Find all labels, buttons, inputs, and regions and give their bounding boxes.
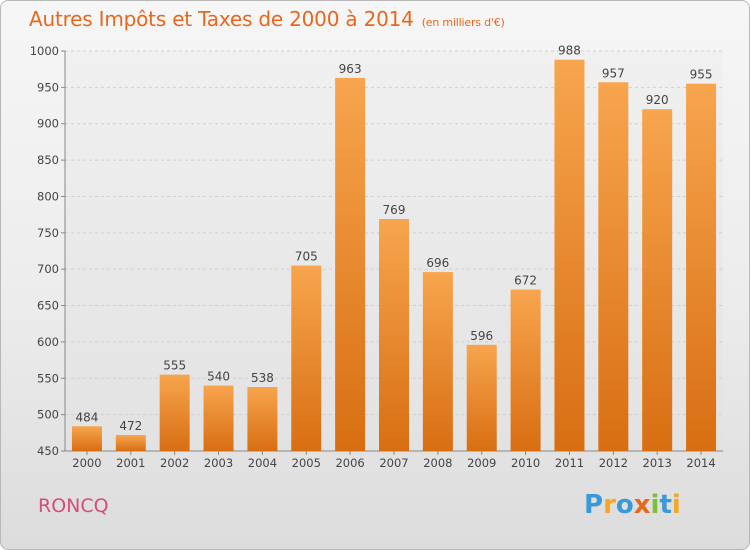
x-tick-label: 2009 [467, 456, 496, 470]
bar-value-label: 957 [602, 66, 625, 80]
bar-value-label: 955 [690, 68, 713, 82]
y-tick-label: 900 [37, 117, 59, 131]
bar-value-label: 988 [558, 44, 581, 58]
chart-subtitle: (en milliers d'€) [421, 16, 505, 29]
commune-name: RONCQ [38, 495, 109, 517]
y-tick-label: 600 [37, 335, 59, 349]
y-tick-label: 550 [37, 371, 59, 385]
logo-letter: i [650, 490, 660, 520]
x-tick-label: 2006 [335, 456, 364, 470]
bar [466, 344, 497, 451]
bar [510, 289, 541, 451]
x-tick-label: 2001 [116, 456, 145, 470]
bar-value-label: 963 [339, 62, 362, 76]
x-tick-label: 2003 [204, 456, 233, 470]
x-tick-label: 2011 [555, 456, 584, 470]
bar [598, 82, 629, 451]
bar [291, 265, 322, 451]
x-tick-label: 2000 [72, 456, 101, 470]
logo-letter: r [603, 490, 616, 520]
bar [554, 59, 585, 452]
x-tick-label: 2004 [248, 456, 277, 470]
y-tick-label: 800 [37, 189, 59, 203]
bar-value-label: 555 [163, 359, 186, 373]
y-tick-label: 750 [37, 226, 59, 240]
bar-value-label: 672 [514, 274, 537, 288]
logo-letter: P [584, 490, 604, 520]
x-tick-label: 2005 [292, 456, 321, 470]
bar [159, 374, 190, 451]
y-tick-label: 450 [37, 444, 59, 458]
y-tick-label: 650 [37, 299, 59, 313]
y-tick-label: 700 [37, 262, 59, 276]
y-tick-label: 1000 [30, 44, 59, 58]
bar [115, 435, 146, 451]
y-tick-label: 950 [37, 80, 59, 94]
bar [335, 77, 366, 451]
bar-value-label: 769 [383, 203, 406, 217]
bar-value-label: 538 [251, 371, 274, 385]
bar-value-label: 696 [426, 256, 449, 270]
chart-title-text: Autres Impôts et Taxes de 2000 à 2014 [29, 7, 414, 31]
x-tick-label: 2002 [160, 456, 189, 470]
x-tick-label: 2012 [599, 456, 628, 470]
proxiti-logo: Proxiti [584, 490, 681, 520]
bar-value-label: 596 [470, 329, 493, 343]
logo-letter: o [615, 490, 634, 520]
bar-value-label: 920 [646, 93, 669, 107]
bar-value-label: 484 [75, 410, 98, 424]
bar [71, 426, 102, 451]
bar [203, 385, 234, 451]
bar-value-label: 540 [207, 370, 230, 384]
bar [642, 109, 673, 451]
x-tick-label: 2010 [511, 456, 540, 470]
logo-letter: x [633, 490, 651, 520]
x-tick-label: 2008 [423, 456, 452, 470]
x-tick-label: 2014 [686, 456, 715, 470]
bar [686, 83, 717, 452]
chart-title: Autres Impôts et Taxes de 2000 à 2014 (en… [29, 7, 505, 31]
y-tick-label: 850 [37, 153, 59, 167]
x-tick-label: 2013 [643, 456, 672, 470]
logo-letter: i [671, 490, 681, 520]
bar-value-label: 472 [119, 419, 142, 433]
logo-letter: t [659, 490, 672, 520]
bar [422, 272, 453, 451]
y-tick-label: 500 [37, 408, 59, 422]
bar-value-label: 705 [295, 250, 318, 264]
x-tick-label: 2007 [379, 456, 408, 470]
bar [247, 387, 278, 451]
bar [379, 219, 409, 451]
